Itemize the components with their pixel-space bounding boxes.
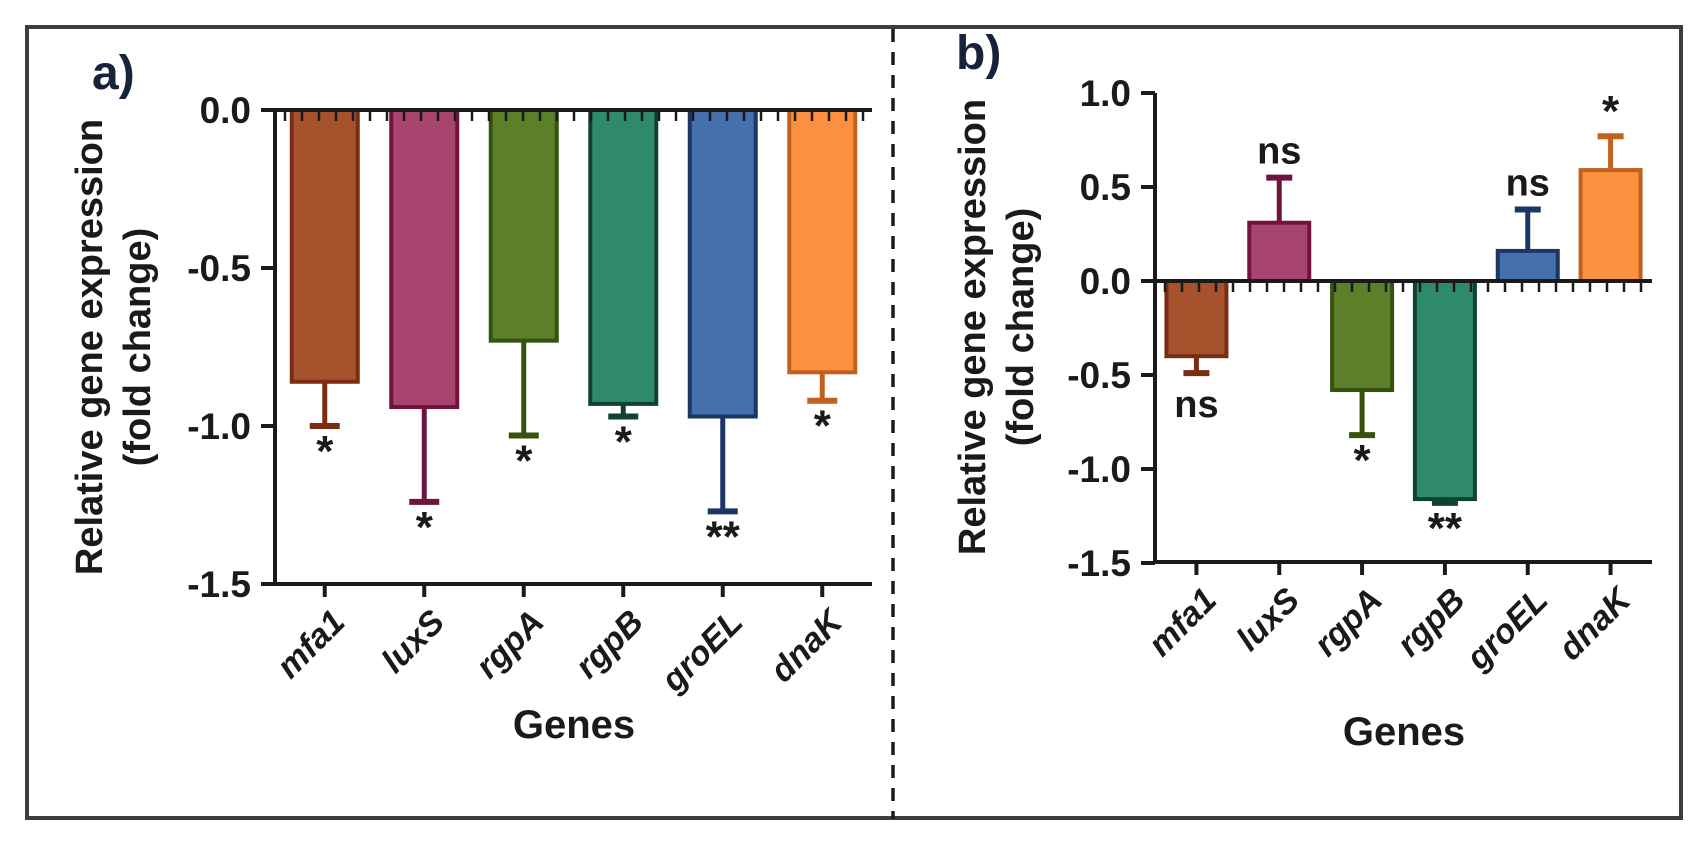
gene-label-dnaK: dnaK: [1551, 579, 1640, 668]
bar-dnaK: [787, 108, 858, 375]
y-tick-label: 0.0: [200, 90, 251, 131]
bar-luxS: [389, 108, 460, 410]
bar-groEL: [687, 108, 758, 419]
bar-mfa1: [1164, 279, 1229, 359]
gene-label-mfa1: mfa1: [269, 603, 352, 686]
x-axis-title: Genes: [1343, 710, 1465, 754]
y-tick-label: -1.0: [1067, 449, 1131, 490]
sig-label-luxS: *: [416, 503, 434, 552]
y-tick-label: -1.5: [187, 564, 251, 605]
gene-label-rgpA: rgpA: [468, 603, 551, 686]
sig-label-mfa1: ns: [1174, 384, 1218, 426]
gene-label-dnaK: dnaK: [763, 601, 852, 690]
y-tick-label: 0.0: [1080, 261, 1131, 302]
bar-rgpA: [1330, 279, 1395, 393]
y-tick-label: 1.0: [1080, 73, 1131, 114]
gene-label-luxS: luxS: [1229, 581, 1307, 659]
y-tick-label: -1.5: [1067, 543, 1131, 584]
y-axis-title-line1: Relative gene expression: [69, 119, 111, 575]
y-tick-label: -0.5: [1067, 355, 1131, 396]
sig-label-rgpA: *: [1354, 436, 1372, 485]
y-tick-label: 0.5: [1080, 167, 1131, 208]
bar-rgpA: [488, 108, 559, 343]
bar-groEL: [1495, 248, 1560, 283]
sig-label-rgpB: *: [615, 418, 633, 467]
gene-label-groEL: groEL: [1458, 581, 1555, 678]
y-axis-title-line2: (fold change): [1000, 208, 1042, 447]
sig-label-groEL: ns: [1506, 163, 1550, 205]
bar-dnaK: [1578, 168, 1643, 283]
bar-rgpB: [1412, 279, 1477, 502]
panel-a-chart: 0.0 -0.5 -1.0 -1.5 mfa1 luxS rgpA rgpB groEL dnaK…: [69, 90, 872, 747]
sig-label-groEL: **: [706, 512, 741, 561]
gene-label-rgpB: rgpB: [568, 603, 651, 686]
panel-a-label: a): [92, 47, 135, 100]
y-tick-label: -0.5: [187, 248, 251, 289]
sig-label-luxS: ns: [1257, 131, 1301, 173]
x-axis-title: Genes: [513, 703, 635, 747]
sig-label-rgpB: **: [1428, 504, 1463, 553]
bar-mfa1: [289, 108, 360, 384]
y-axis-title-line2: (fold change): [117, 228, 159, 467]
bar-luxS: [1247, 220, 1312, 283]
y-tick-label: -1.0: [187, 406, 251, 447]
panel-b-label: b): [956, 27, 1002, 80]
zero-line-minor-ticks: [283, 112, 865, 121]
gene-label-mfa1: mfa1: [1141, 581, 1224, 664]
gene-label-luxS: luxS: [374, 603, 452, 681]
sig-label-dnaK: *: [814, 402, 832, 451]
gene-label-rgpA: rgpA: [1307, 581, 1390, 664]
zero-line-minor-ticks: [1163, 283, 1643, 292]
y-axis-title-line1: Relative gene expression: [952, 99, 994, 555]
bar-rgpB: [588, 108, 659, 406]
gene-label-groEL: groEL: [653, 603, 750, 700]
sig-label-mfa1: *: [316, 427, 334, 476]
sig-label-dnaK: *: [1602, 87, 1620, 136]
sig-label-rgpA: *: [515, 436, 533, 485]
